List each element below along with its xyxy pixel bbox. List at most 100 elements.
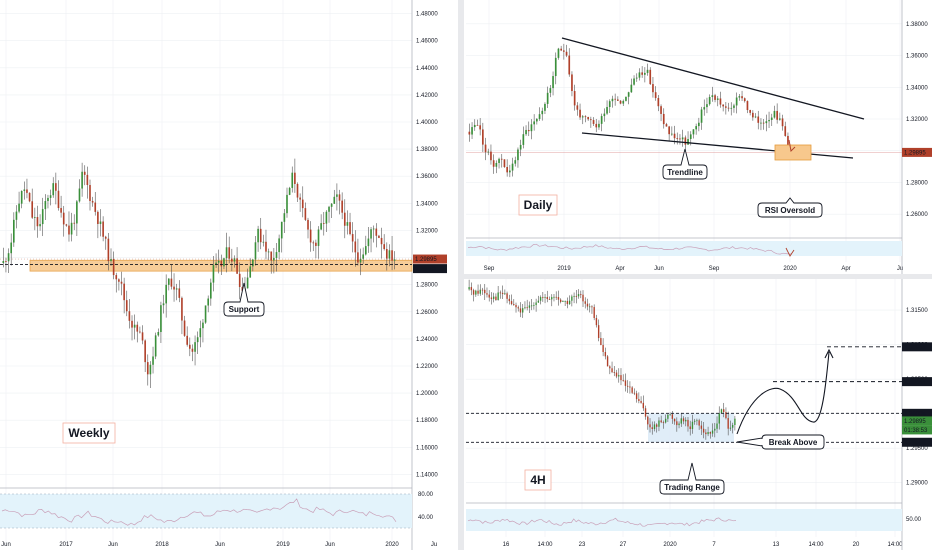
weekly-candle-body: [307, 219, 309, 230]
weekly-candle-body: [196, 337, 199, 343]
h4-candle-body: [492, 296, 495, 299]
h4-candle-body: [660, 420, 662, 423]
weekly-y-tick: 1.46000: [416, 39, 438, 45]
daily-callout-trendline-box: [662, 148, 708, 180]
h4-candle-body: [633, 392, 636, 394]
weekly-callout-support: Support: [229, 305, 260, 314]
weekly-candle-body: [144, 340, 146, 363]
weekly-x-tick: 2017: [59, 542, 73, 548]
h4-price-label-target2: 1.30464: [904, 380, 926, 386]
daily-candle-body: [495, 162, 498, 167]
h4-candle-body: [693, 420, 696, 422]
weekly-candle-body: [391, 250, 393, 261]
daily-candle-body: [727, 107, 730, 109]
h4-candle-body: [700, 425, 703, 429]
h4-candle-body: [577, 294, 580, 297]
weekly-candle-body: [257, 228, 259, 243]
weekly-candle-body: [304, 208, 307, 220]
h4-callout-trading-range-box: [659, 462, 725, 495]
weekly-candle-body: [364, 246, 367, 255]
h4-candle-body: [551, 297, 553, 300]
h4-candle-body: [477, 290, 479, 294]
daily-candle-body: [611, 98, 614, 102]
weekly-candle-body: [28, 192, 31, 202]
weekly-candle-body: [68, 225, 70, 235]
weekly-x-tick: Jun: [325, 542, 335, 548]
weekly-candle-body: [110, 259, 112, 262]
weekly-candle-body: [89, 184, 91, 201]
h4-candle-body: [593, 307, 595, 319]
panel-divider-horizontal: [464, 274, 932, 279]
h4-candle-body: [486, 293, 488, 295]
h4-candle-body: [731, 425, 734, 428]
weekly-candle-body: [97, 211, 99, 224]
daily-candle-body: [692, 129, 695, 135]
weekly-candle-body: [123, 283, 125, 301]
weekly-candle-body: [383, 244, 385, 250]
daily-candle-body: [565, 51, 568, 56]
weekly-candle-body: [136, 324, 139, 332]
h4-candle-body: [535, 302, 537, 306]
h4-candle-body: [720, 409, 723, 414]
weekly-x-tick: Jun: [108, 542, 118, 548]
daily-x-tick: Apr: [841, 266, 850, 272]
h4-candle-body: [669, 414, 671, 416]
daily-candle-body: [563, 50, 565, 52]
h4-candle-body: [557, 297, 560, 300]
h4-price-label-range-top: 1.30005: [904, 412, 926, 418]
h4-candle-body: [642, 402, 645, 409]
daily-candle-body: [652, 84, 654, 93]
weekly-candle-body: [231, 258, 233, 262]
weekly-y-tick: 1.20000: [416, 391, 438, 397]
weekly-candle-body: [52, 183, 55, 196]
daily-candle-body: [492, 160, 495, 167]
h4-candle-body: [685, 419, 687, 422]
daily-candle-body: [762, 122, 765, 124]
h4-candle-body: [631, 387, 633, 393]
h4-candle-body: [524, 307, 526, 309]
h4-candle-body: [635, 393, 638, 400]
weekly-y-tick: 1.14000: [416, 472, 438, 478]
weekly-candle-body: [165, 284, 167, 304]
daily-candle-body: [557, 48, 560, 58]
daily-candle-body: [706, 104, 708, 108]
h4-candle-body: [667, 414, 669, 419]
h4-candle-body: [537, 300, 540, 303]
weekly-candle-body: [220, 260, 223, 267]
daily-x-tick: Jun: [654, 266, 664, 272]
daily-candle-body: [735, 97, 738, 106]
h4-candle-body: [470, 287, 473, 291]
weekly-candle-body: [107, 238, 110, 262]
daily-oversold-zone: [774, 144, 812, 161]
h4-candle-body: [528, 305, 531, 308]
daily-candle-body: [522, 134, 525, 145]
weekly-candle-body: [81, 171, 83, 189]
daily-candle-body: [641, 72, 643, 75]
weekly-candle-body: [291, 172, 294, 188]
weekly-candle-body: [44, 201, 47, 210]
daily-candle-body: [490, 151, 492, 161]
weekly-candle-body: [162, 303, 165, 306]
h4-candle-body: [597, 325, 600, 339]
weekly-candle-body: [31, 201, 34, 218]
daily-candle-body: [473, 124, 476, 128]
daily-candle-body: [635, 77, 638, 79]
weekly-candle-body: [370, 229, 372, 239]
h4-candle-body: [479, 289, 481, 294]
weekly-y-tick: 1.40000: [416, 120, 438, 126]
weekly-candle-body: [194, 342, 196, 352]
daily-candle-body: [536, 118, 538, 122]
daily-y-tick: 1.26000: [906, 212, 928, 218]
h4-candle-body: [709, 432, 712, 434]
h4-candle-body: [626, 385, 629, 387]
h4-candle-body: [696, 420, 698, 422]
daily-candle-body: [687, 139, 689, 145]
h4-rsi-level: 50.00: [906, 517, 922, 523]
daily-candle-body: [552, 76, 554, 89]
weekly-rsi-line: [1, 498, 397, 526]
weekly-candle-body: [47, 197, 49, 202]
daily-candle-body: [679, 138, 681, 140]
daily-trendline-support: [581, 132, 854, 159]
daily-candle-body: [598, 123, 600, 128]
